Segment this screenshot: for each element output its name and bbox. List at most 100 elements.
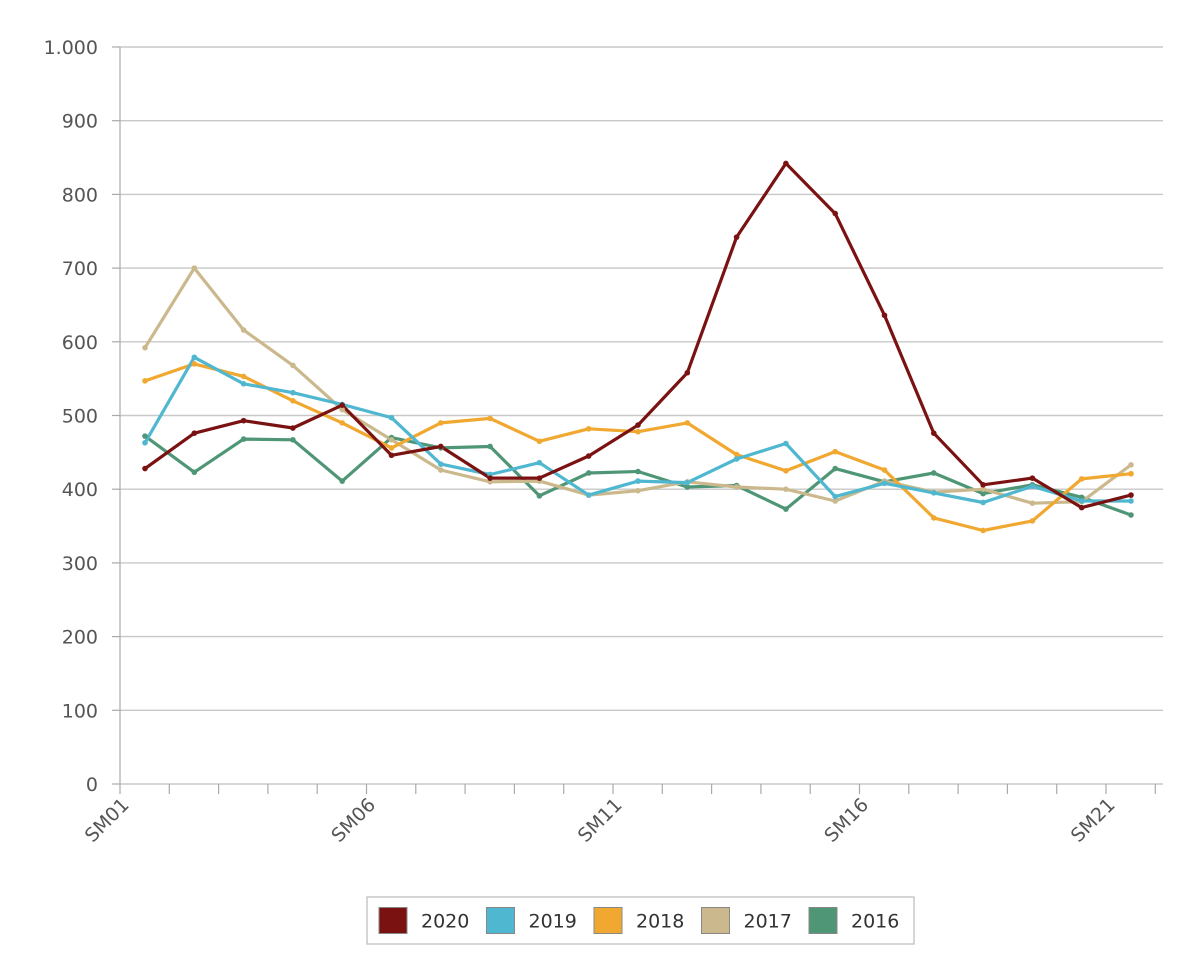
data-point-2020 — [290, 425, 296, 431]
y-tick-label: 400 — [62, 479, 98, 501]
legend-swatch-2018[interactable] — [593, 907, 623, 934]
data-point-2016 — [585, 470, 592, 476]
data-point-2016 — [635, 468, 641, 475]
data-point-2018 — [832, 448, 838, 455]
x-axis-labels: SM01 SM06 SM11 SM16 SM21 — [81, 794, 1120, 847]
legend-label-2018[interactable]: 2018 — [636, 911, 684, 933]
data-point-2016 — [980, 490, 986, 497]
data-point-2017 — [832, 498, 838, 504]
data-point-2018 — [142, 378, 148, 384]
data-point-2020 — [142, 465, 148, 472]
data-point-2019 — [931, 490, 937, 496]
data-point-2019 — [438, 461, 444, 467]
axes — [112, 46, 1156, 794]
legend-swatch-2017[interactable] — [701, 907, 730, 934]
data-point-2018 — [635, 428, 641, 435]
data-point-2017 — [240, 327, 247, 333]
data-point-2018 — [339, 420, 346, 426]
data-point-2020 — [1029, 475, 1036, 481]
data-point-2019 — [388, 414, 395, 421]
y-tick-label: 600 — [62, 332, 98, 354]
legend-label-2019[interactable]: 2019 — [529, 911, 577, 933]
data-point-2016 — [240, 436, 247, 442]
data-point-2020 — [240, 417, 247, 424]
data-point-2020 — [635, 422, 641, 428]
data-point-2018 — [1128, 470, 1134, 477]
data-point-2018 — [684, 420, 691, 426]
data-point-2018 — [881, 467, 888, 473]
y-tick-label: 900 — [62, 111, 98, 133]
data-point-2019 — [240, 381, 247, 387]
data-point-2020 — [339, 402, 346, 408]
series-points — [142, 160, 1134, 534]
data-point-2018 — [487, 415, 493, 422]
y-tick-label: 700 — [62, 258, 98, 280]
data-point-2016 — [191, 469, 198, 476]
x-tick-label: SM11 — [574, 794, 627, 847]
data-point-2020 — [1078, 504, 1085, 511]
data-point-2019 — [536, 459, 543, 466]
data-point-2019 — [881, 480, 888, 487]
data-point-2016 — [832, 465, 838, 472]
data-point-2017 — [635, 487, 641, 494]
data-point-2016 — [536, 493, 543, 499]
data-point-2020 — [438, 443, 444, 450]
data-point-2017 — [980, 486, 986, 493]
y-tick-label: 100 — [62, 700, 98, 722]
data-point-2020 — [1128, 492, 1134, 498]
data-point-2019 — [980, 499, 986, 506]
legend-swatch-2020[interactable] — [378, 907, 408, 934]
data-point-2016 — [339, 478, 346, 484]
data-point-2016 — [487, 443, 493, 450]
data-point-2018 — [1029, 518, 1036, 524]
legend-label-2016[interactable]: 2016 — [851, 911, 899, 933]
data-point-2020 — [733, 234, 740, 240]
data-point-2019 — [832, 493, 838, 500]
data-point-2019 — [191, 354, 198, 361]
data-point-2020 — [931, 430, 937, 436]
x-tick-label: SM06 — [327, 794, 380, 847]
data-point-2020 — [980, 481, 986, 488]
series-line-2018 — [143, 362, 1133, 533]
series-line-2017 — [143, 266, 1133, 505]
data-point-2020 — [388, 452, 395, 459]
y-tick-label: 500 — [62, 406, 98, 428]
data-point-2017 — [438, 467, 444, 473]
data-point-2017 — [191, 265, 198, 271]
series-lines — [143, 161, 1133, 533]
y-tick-label: 1.000 — [44, 37, 98, 59]
data-point-2020 — [585, 453, 592, 459]
data-point-2016 — [684, 484, 691, 490]
data-point-2019 — [142, 439, 148, 446]
series-line-2020 — [143, 161, 1133, 510]
data-point-2017 — [1128, 462, 1134, 468]
data-point-2020 — [684, 369, 691, 376]
data-point-2019 — [1128, 498, 1134, 504]
data-point-2020 — [783, 160, 789, 167]
data-point-2016 — [1128, 512, 1134, 518]
legend-label-2017[interactable]: 2017 — [744, 911, 792, 933]
data-point-2018 — [536, 438, 543, 445]
legend-swatch-2016[interactable] — [808, 907, 838, 934]
legend-label-2020[interactable]: 2020 — [421, 911, 469, 933]
y-tick-label: 0 — [86, 774, 98, 796]
data-point-2019 — [684, 479, 691, 486]
data-point-2018 — [1078, 476, 1085, 482]
data-point-2018 — [733, 451, 740, 458]
data-point-2020 — [832, 210, 838, 217]
data-point-2018 — [980, 527, 986, 534]
data-point-2018 — [783, 467, 789, 474]
data-point-2019 — [1029, 483, 1036, 490]
data-point-2017 — [142, 344, 148, 351]
data-point-2018 — [585, 425, 592, 432]
data-point-2018 — [191, 361, 198, 367]
data-point-2017 — [290, 362, 296, 369]
data-point-2020 — [536, 475, 543, 481]
y-axis-labels: 0 100 200 300 400 500 600 700 800 900 1.000 — [44, 37, 98, 796]
data-point-2016 — [931, 470, 937, 476]
data-point-2017 — [388, 437, 395, 443]
data-point-2019 — [585, 492, 592, 498]
legend-swatch-2019[interactable] — [486, 907, 515, 934]
data-point-2019 — [1078, 498, 1085, 504]
